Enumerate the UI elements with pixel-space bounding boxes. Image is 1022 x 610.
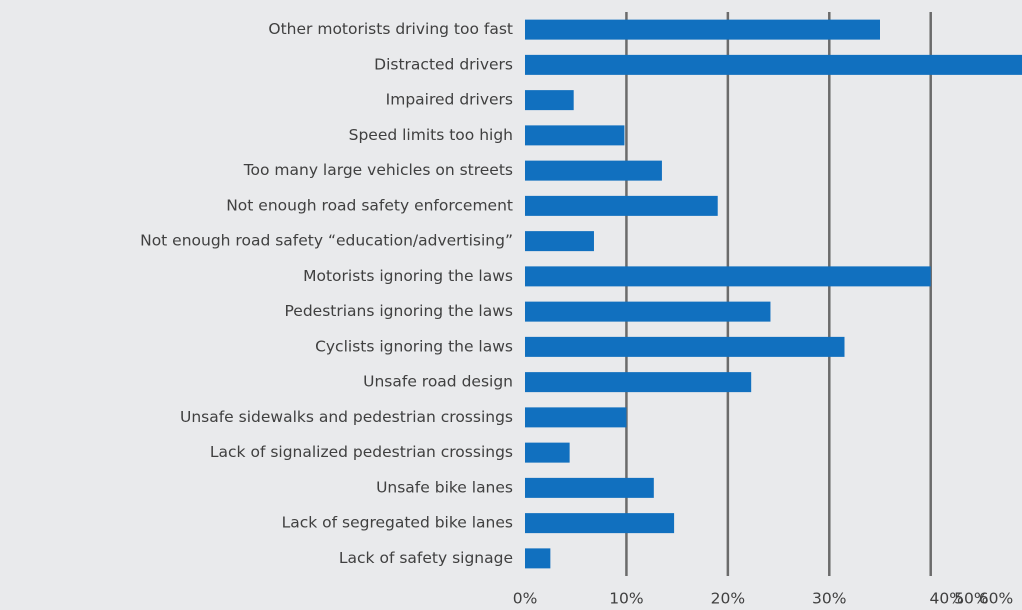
bar	[525, 336, 845, 357]
bar	[525, 407, 627, 428]
category-label: Impaired drivers	[386, 91, 513, 109]
category-label: Pedestrians ignoring the laws	[284, 302, 513, 320]
bar	[525, 372, 752, 393]
category-label: Lack of safety signage	[339, 549, 513, 567]
bar	[525, 266, 931, 287]
category-label: Unsafe bike lanes	[376, 478, 513, 496]
bar	[525, 231, 594, 252]
bar	[525, 477, 654, 498]
category-label: Unsafe sidewalks and pedestrian crossing…	[180, 408, 513, 426]
bar	[525, 513, 675, 534]
x-tick-label: 30%	[812, 590, 846, 608]
x-tick-label: 50%	[954, 590, 988, 608]
bar	[525, 90, 574, 111]
x-tick-label: 60%	[979, 590, 1013, 608]
bar	[525, 125, 625, 146]
bar	[525, 54, 1022, 75]
category-label: Lack of segregated bike lanes	[282, 514, 513, 532]
bar	[525, 160, 662, 181]
category-label: Other motorists driving too fast	[268, 20, 513, 38]
category-label: Not enough road safety enforcement	[226, 196, 513, 214]
bar	[525, 19, 880, 40]
category-label: Distracted drivers	[374, 55, 513, 73]
category-label: Cyclists ignoring the laws	[315, 337, 513, 355]
bar	[525, 195, 718, 216]
category-label: Lack of signalized pedestrian crossings	[210, 443, 513, 461]
category-label: Not enough road safety “education/advert…	[140, 232, 513, 250]
x-tick-label: 40%	[929, 590, 963, 608]
x-tick-label: 20%	[711, 590, 745, 608]
category-label: Unsafe road design	[363, 373, 513, 391]
bar	[525, 442, 570, 463]
category-label: Speed limits too high	[349, 126, 513, 144]
category-label: Motorists ignoring the laws	[303, 267, 513, 285]
x-tick-label: 10%	[609, 590, 643, 608]
x-tick-label: 0%	[513, 590, 538, 608]
bar	[525, 301, 771, 322]
bar	[525, 548, 551, 569]
category-label: Too many large vehicles on streets	[243, 161, 513, 179]
